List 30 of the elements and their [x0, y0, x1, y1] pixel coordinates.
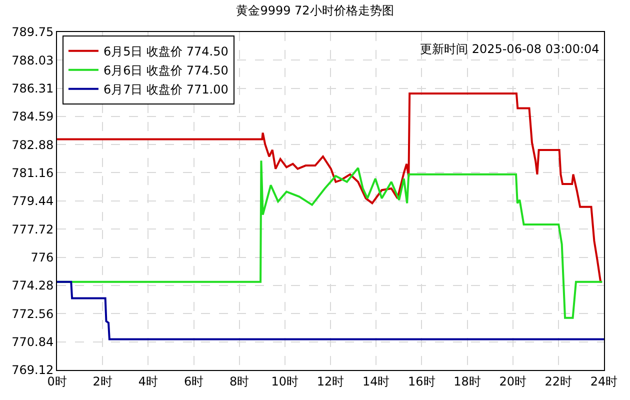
y-tick-label: 772.56 — [12, 306, 54, 321]
x-tick-label: 2时 — [92, 374, 112, 388]
x-tick-label: 22时 — [544, 374, 572, 388]
x-tick-label: 20时 — [499, 374, 526, 388]
y-tick-label: 784.59 — [12, 110, 54, 124]
y-tick-label: 774.28 — [12, 278, 54, 293]
y-tick-label: 781.16 — [12, 166, 54, 180]
y-tick-label: 782.88 — [12, 138, 54, 152]
x-tick-label: 14时 — [362, 374, 390, 388]
y-tick-label: 786.31 — [12, 82, 54, 96]
x-tick-label: 8时 — [230, 374, 250, 388]
legend-label: 6月7日 收盘价 771.00 — [103, 82, 228, 97]
y-tick-label: 776 — [30, 250, 54, 264]
legend-label: 6月6日 收盘价 774.50 — [103, 64, 228, 78]
x-tick-label: 4时 — [138, 374, 158, 388]
legend-label: 6月5日 收盘价 774.50 — [103, 44, 228, 59]
x-tick-label: 24时 — [590, 374, 618, 388]
y-tick-label: 789.75 — [12, 25, 54, 40]
chart-title: 黄金9999 72小时价格走势图 — [236, 3, 394, 18]
y-tick-label: 779.44 — [12, 194, 54, 208]
x-tick-label: 10时 — [271, 374, 299, 388]
y-tick-label: 788.03 — [12, 53, 54, 68]
x-tick-label: 12时 — [316, 374, 344, 388]
y-tick-label: 777.72 — [12, 222, 54, 236]
x-tick-label: 16时 — [408, 374, 436, 388]
x-tick-label: 6时 — [184, 374, 204, 388]
x-tick-label: 18时 — [454, 374, 481, 388]
y-tick-label: 770.84 — [12, 335, 54, 350]
annotation: 更新时间 2025-06-08 03:00:04 — [420, 42, 600, 56]
line-series — [57, 280, 604, 340]
